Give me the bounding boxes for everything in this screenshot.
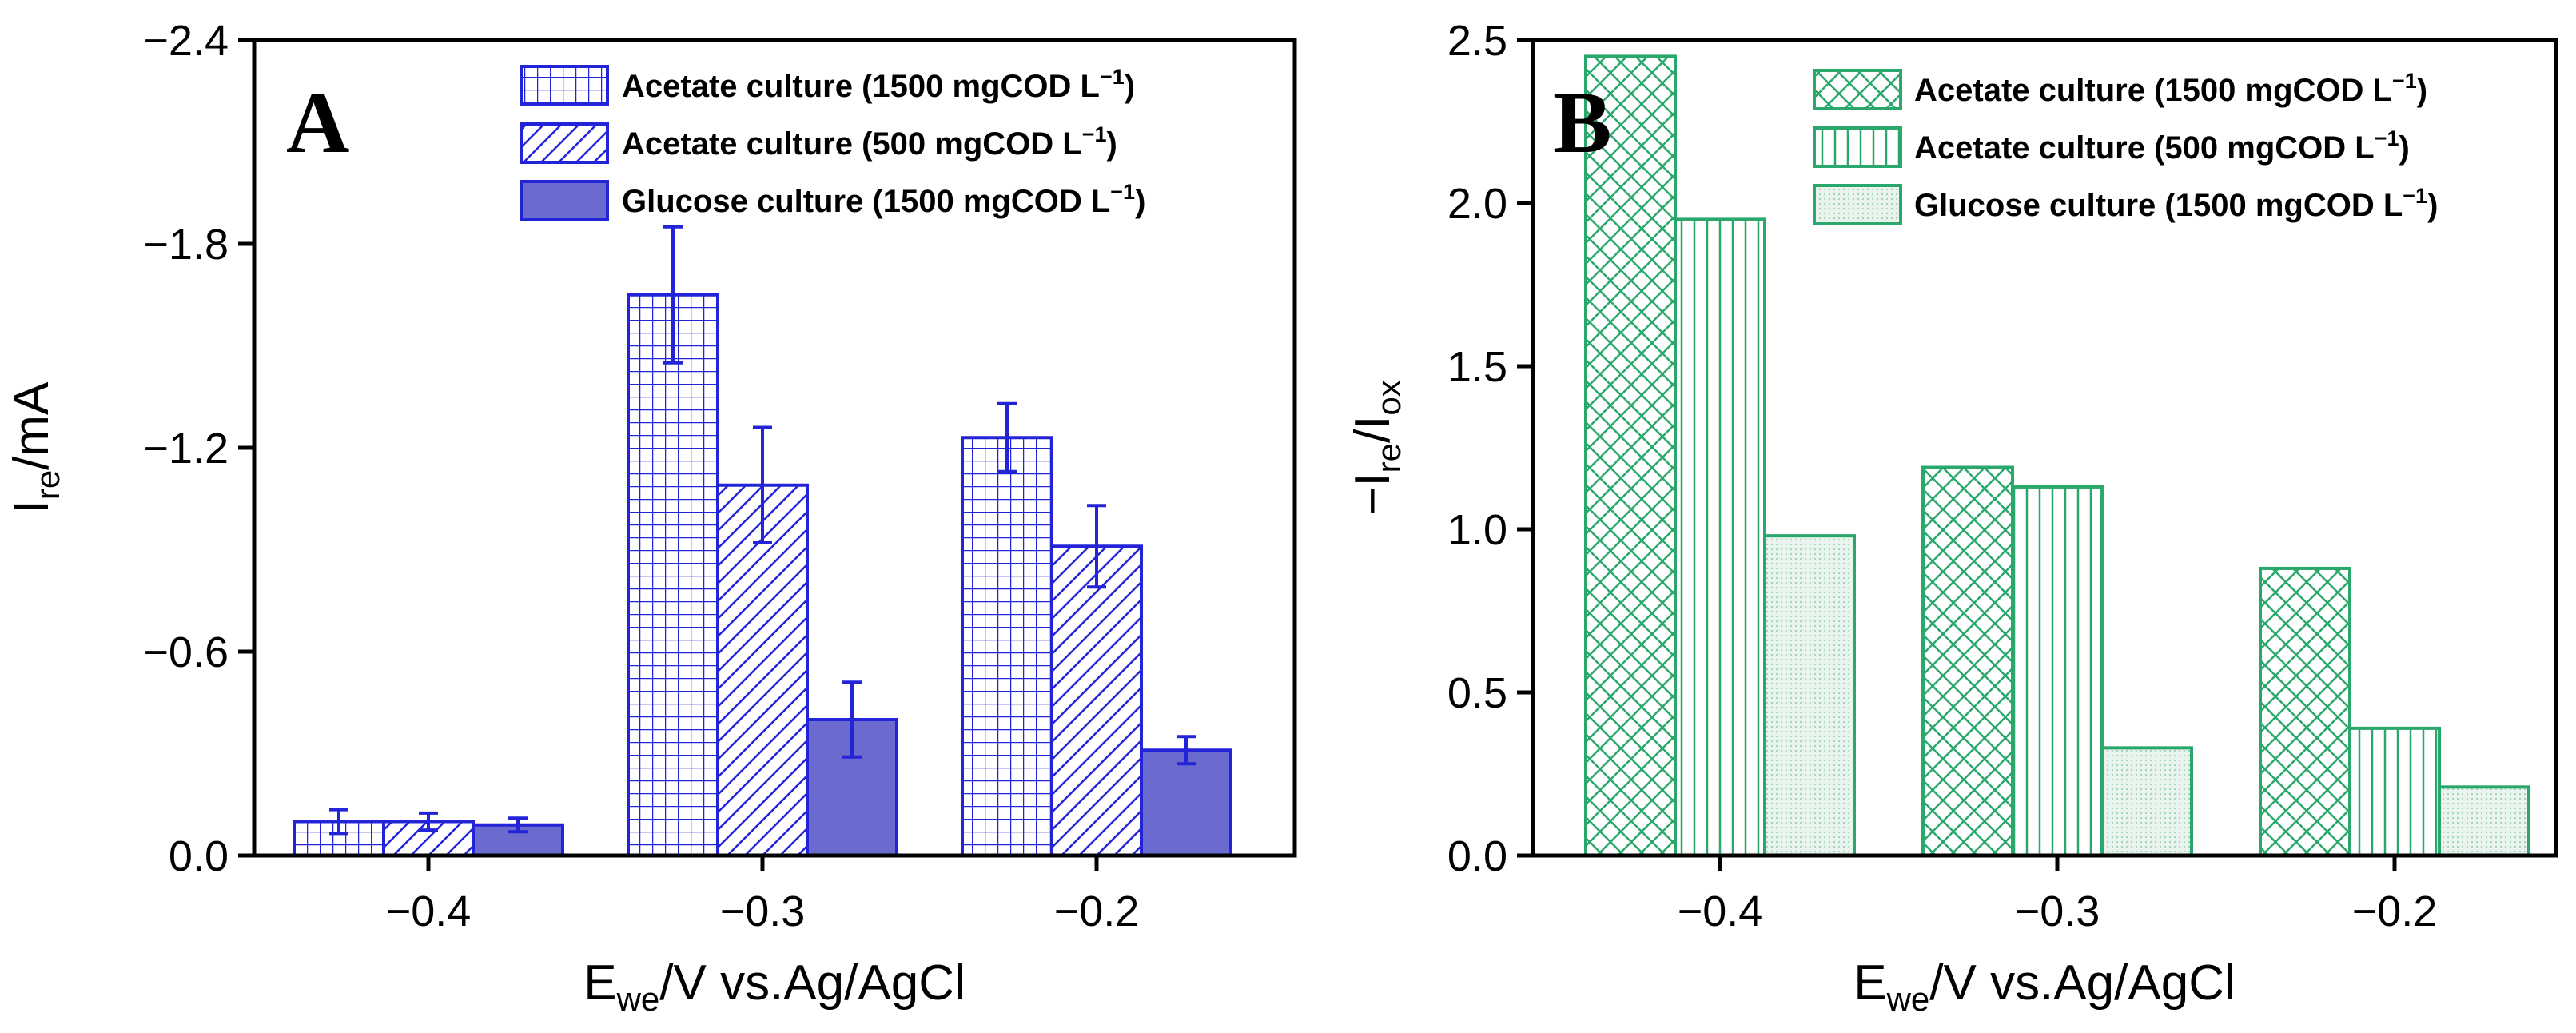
bar <box>1921 465 2014 857</box>
panel-a-y-ticks: 0.0 −0.6 −1.2 −1.8 −2.4 <box>143 17 254 880</box>
legend-swatch <box>1813 69 1902 110</box>
panel-b-y-axis-title: −Ire/Iox <box>1345 380 1407 516</box>
bar <box>1140 748 1232 857</box>
x-tick-label: −0.2 <box>1054 887 1140 935</box>
x-tick-label: −0.4 <box>386 887 472 935</box>
error-bar <box>663 225 683 365</box>
y-tick-label: 1.0 <box>1447 506 1507 554</box>
y-tick-label: 2.5 <box>1447 17 1507 65</box>
bar <box>2259 566 2351 858</box>
legend-label: Acetate culture (500 mgCOD L−1) <box>1914 126 2410 166</box>
legend-item: Acetate culture (500 mgCOD L−1) <box>1813 126 2410 168</box>
panel-b-legend: Acetate culture (1500 mgCOD L−1) Acetate … <box>1813 69 2438 225</box>
y-tick-label: −0.6 <box>143 628 229 676</box>
panel-a-bars <box>293 293 1232 857</box>
y-tick-label: 1.5 <box>1447 343 1507 391</box>
bar <box>1763 534 1856 857</box>
panel-b-x-axis-title: Ewe/V vs.Ag/AgCl <box>1853 955 2236 1018</box>
error-bar <box>419 811 438 832</box>
x-tick-label: −0.3 <box>720 887 806 935</box>
panel-a-error-bars <box>329 225 1196 836</box>
panel-a-x-axis-title: Ewe/V vs.Ag/AgCl <box>583 955 966 1018</box>
legend-swatch <box>520 65 609 106</box>
error-bar <box>842 680 862 759</box>
error-bar <box>997 401 1017 473</box>
x-tick-label: −0.3 <box>2015 887 2100 935</box>
legend-label: Acetate culture (1500 mgCOD L−1) <box>622 65 1135 104</box>
legend-swatch <box>520 122 609 164</box>
bar <box>1584 54 1677 857</box>
legend-label: Acetate culture (1500 mgCOD L−1) <box>1914 69 2427 108</box>
error-bar <box>329 808 348 836</box>
panel-a: 0.0 −0.6 −1.2 −1.8 −2.4 −0.4 −0.3 −0.2 Ewe/V v… <box>4 17 1297 1018</box>
panel-b-label: B <box>1553 74 1611 171</box>
error-bar <box>753 425 772 544</box>
bar <box>1050 544 1143 857</box>
legend-label: Glucose culture (1500 mgCOD L−1) <box>1914 184 2438 223</box>
panel-a-y-axis-title: Ire/mA <box>4 381 66 513</box>
bar <box>1674 217 1766 857</box>
y-tick-label: 0.5 <box>1447 669 1507 717</box>
error-bar <box>1087 504 1106 589</box>
panel-a-label: A <box>286 74 349 171</box>
legend-swatch <box>1813 184 1902 225</box>
legend-label: Acetate culture (500 mgCOD L−1) <box>622 122 1117 162</box>
legend-item: Acetate culture (500 mgCOD L−1) <box>520 122 1117 164</box>
bar <box>2011 485 2104 858</box>
legend-item: Acetate culture (1500 mgCOD L−1) <box>520 65 1135 106</box>
panel-a-legend: Acetate culture (1500 mgCOD L−1) Acetate … <box>520 65 1145 221</box>
bar <box>2438 785 2530 858</box>
y-tick-label: −2.4 <box>143 17 229 65</box>
panel-b-plot-frame <box>1531 38 2558 858</box>
y-tick-label: −1.8 <box>143 221 229 269</box>
y-tick-label: −1.2 <box>143 425 229 473</box>
error-bar <box>1177 735 1196 766</box>
legend-item: Glucose culture (1500 mgCOD L−1) <box>520 180 1145 221</box>
panel-b: 0.0 0.5 1.0 1.5 2.0 2.5 −0.4 −0.3 −0.2 Ewe/V vs… <box>1345 17 2558 1018</box>
bar <box>627 293 719 857</box>
bar <box>961 436 1053 857</box>
bar <box>472 823 564 857</box>
panel-b-bars <box>1584 54 2530 858</box>
panel-b-x-ticks: −0.4 −0.3 −0.2 <box>1678 856 2438 935</box>
bar <box>2348 726 2441 857</box>
legend-swatch <box>1813 126 1902 168</box>
legend-label: Glucose culture (1500 mgCOD L−1) <box>622 180 1145 219</box>
panel-a-x-ticks: −0.4 −0.3 −0.2 <box>386 856 1140 935</box>
legend-swatch <box>520 180 609 221</box>
x-tick-label: −0.4 <box>1678 887 1763 935</box>
legend-item: Acetate culture (1500 mgCOD L−1) <box>1813 69 2427 110</box>
bar <box>2100 746 2193 857</box>
legend-item: Glucose culture (1500 mgCOD L−1) <box>1813 184 2438 225</box>
x-tick-label: −0.2 <box>2352 887 2438 935</box>
y-tick-label: 0.0 <box>169 832 229 880</box>
y-tick-label: 2.0 <box>1447 180 1507 228</box>
error-bar <box>508 816 528 834</box>
y-tick-label: 0.0 <box>1447 832 1507 880</box>
panel-b-y-ticks: 0.0 0.5 1.0 1.5 2.0 2.5 <box>1447 17 1533 880</box>
